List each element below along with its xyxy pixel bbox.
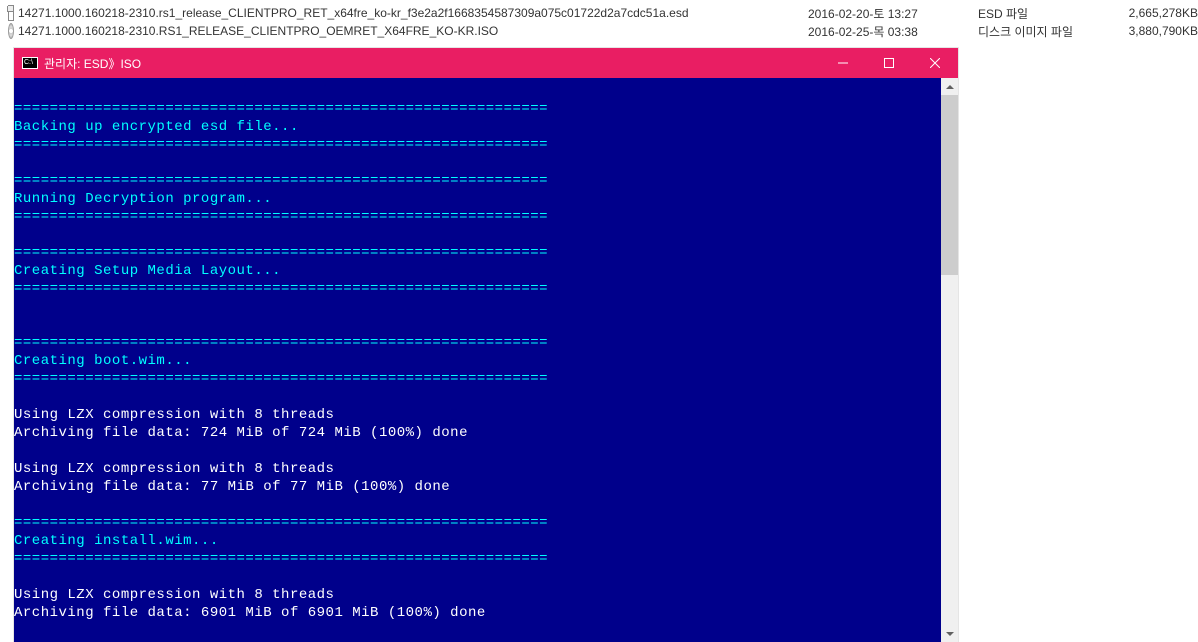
file-size: 2,665,278KB	[1118, 6, 1198, 20]
file-row[interactable]: 14271.1000.160218-2310.RS1_RELEASE_CLIEN…	[0, 22, 1198, 40]
file-date: 2016-02-25-목 03:38	[808, 23, 978, 40]
scroll-down-button[interactable]	[941, 625, 958, 642]
file-icon	[8, 5, 14, 21]
console-window: C:\ 관리자: ESD》ISO =======================…	[14, 48, 958, 642]
scroll-up-button[interactable]	[941, 78, 958, 95]
console-output: ========================================…	[14, 78, 941, 642]
close-button[interactable]	[912, 48, 958, 78]
file-row[interactable]: 14271.1000.160218-2310.rs1_release_CLIEN…	[0, 4, 1198, 22]
scroll-thumb[interactable]	[941, 95, 958, 275]
file-name: 14271.1000.160218-2310.rs1_release_CLIEN…	[18, 6, 808, 20]
file-list: 14271.1000.160218-2310.rs1_release_CLIEN…	[0, 0, 1198, 40]
window-controls	[820, 48, 958, 78]
maximize-button[interactable]	[866, 48, 912, 78]
file-date: 2016-02-20-토 13:27	[808, 5, 978, 22]
file-name: 14271.1000.160218-2310.RS1_RELEASE_CLIEN…	[18, 24, 808, 38]
cmd-icon: C:\	[22, 57, 38, 69]
file-size: 3,880,790KB	[1118, 24, 1198, 38]
scrollbar[interactable]	[941, 78, 958, 642]
disc-icon	[8, 23, 14, 39]
file-type: ESD 파일	[978, 5, 1118, 22]
minimize-button[interactable]	[820, 48, 866, 78]
window-title: 관리자: ESD》ISO	[44, 55, 820, 72]
file-type: 디스크 이미지 파일	[978, 23, 1118, 40]
console-body: ========================================…	[14, 78, 958, 642]
titlebar[interactable]: C:\ 관리자: ESD》ISO	[14, 48, 958, 78]
